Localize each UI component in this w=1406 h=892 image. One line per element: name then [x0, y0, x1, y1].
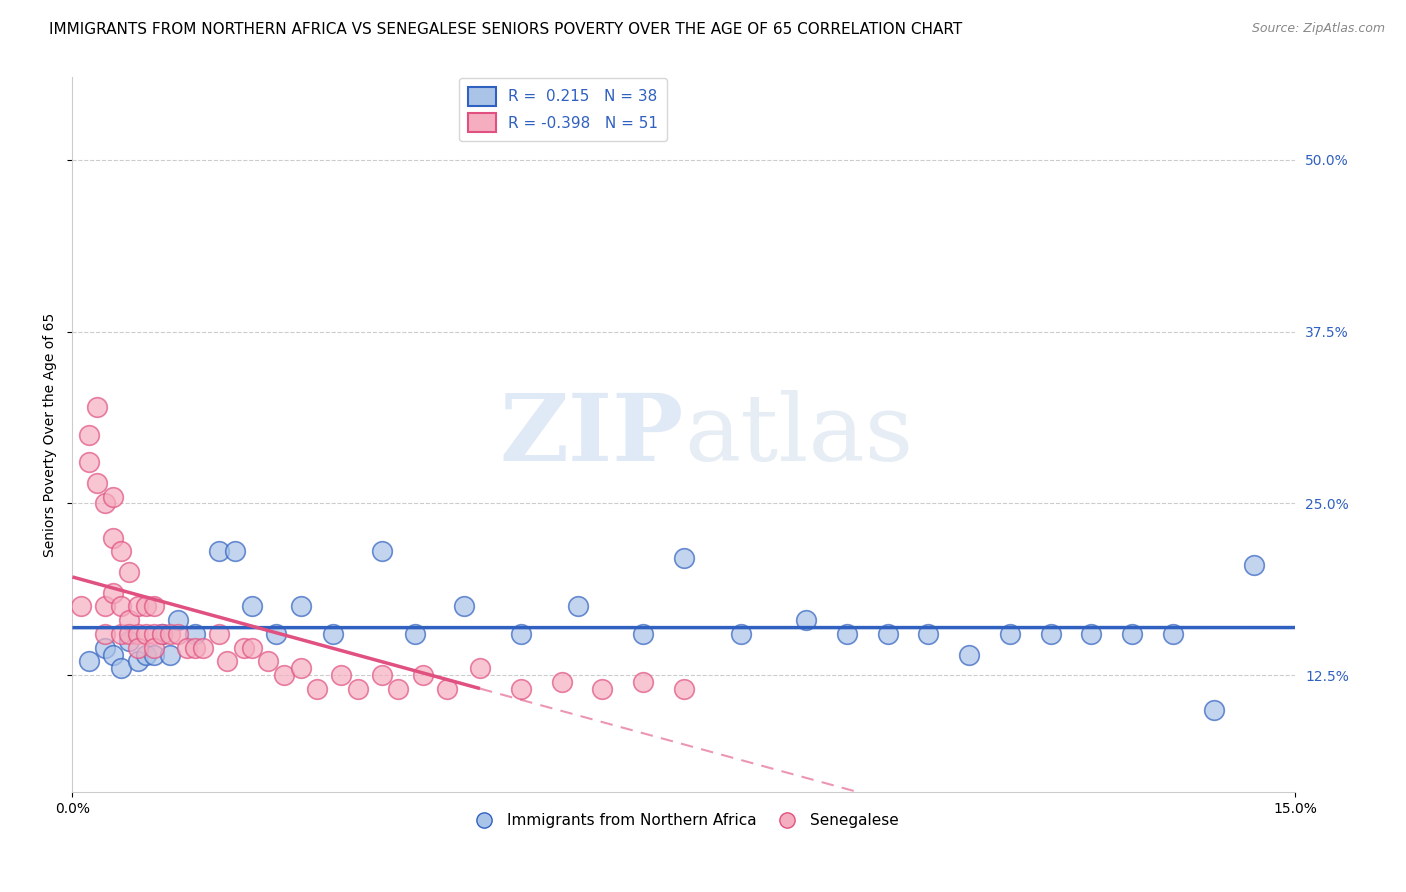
Point — [371, 544, 394, 558]
Point — [110, 661, 132, 675]
Point — [240, 599, 263, 614]
Point — [550, 675, 572, 690]
Point — [101, 648, 124, 662]
Point — [159, 648, 181, 662]
Point — [118, 613, 141, 627]
Point — [468, 661, 491, 675]
Point — [167, 627, 190, 641]
Point — [224, 544, 246, 558]
Point — [191, 640, 214, 655]
Point — [876, 627, 898, 641]
Point — [127, 599, 149, 614]
Point — [101, 585, 124, 599]
Point — [101, 531, 124, 545]
Point — [142, 627, 165, 641]
Point — [1202, 702, 1225, 716]
Point — [135, 627, 157, 641]
Point — [127, 655, 149, 669]
Point — [387, 681, 409, 696]
Point — [453, 599, 475, 614]
Point — [404, 627, 426, 641]
Point — [118, 565, 141, 579]
Point — [69, 599, 91, 614]
Point — [217, 655, 239, 669]
Point — [730, 627, 752, 641]
Text: ZIP: ZIP — [499, 390, 683, 480]
Point — [1039, 627, 1062, 641]
Point — [94, 640, 117, 655]
Point — [77, 455, 100, 469]
Point — [957, 648, 980, 662]
Point — [509, 627, 531, 641]
Point — [264, 627, 287, 641]
Point — [150, 627, 173, 641]
Point — [1243, 558, 1265, 573]
Point — [998, 627, 1021, 641]
Point — [290, 661, 312, 675]
Point — [257, 655, 280, 669]
Point — [94, 599, 117, 614]
Point — [591, 681, 613, 696]
Point — [290, 599, 312, 614]
Point — [232, 640, 254, 655]
Point — [567, 599, 589, 614]
Point — [412, 668, 434, 682]
Point — [631, 627, 654, 641]
Point — [167, 613, 190, 627]
Text: atlas: atlas — [683, 390, 912, 480]
Point — [135, 599, 157, 614]
Point — [436, 681, 458, 696]
Point — [142, 599, 165, 614]
Point — [150, 627, 173, 641]
Point — [86, 401, 108, 415]
Point — [1161, 627, 1184, 641]
Point — [322, 627, 344, 641]
Point — [142, 640, 165, 655]
Point — [86, 475, 108, 490]
Point — [672, 551, 695, 566]
Point — [509, 681, 531, 696]
Point — [135, 648, 157, 662]
Y-axis label: Seniors Poverty Over the Age of 65: Seniors Poverty Over the Age of 65 — [44, 312, 58, 557]
Point — [371, 668, 394, 682]
Point — [127, 640, 149, 655]
Point — [917, 627, 939, 641]
Point — [346, 681, 368, 696]
Point — [1121, 627, 1143, 641]
Point — [794, 613, 817, 627]
Point — [110, 599, 132, 614]
Point — [208, 544, 231, 558]
Point — [159, 627, 181, 641]
Point — [77, 427, 100, 442]
Legend: Immigrants from Northern Africa, Senegalese: Immigrants from Northern Africa, Senegal… — [463, 807, 905, 834]
Point — [110, 627, 132, 641]
Point — [77, 655, 100, 669]
Point — [305, 681, 328, 696]
Point — [94, 496, 117, 510]
Point — [835, 627, 858, 641]
Text: Source: ZipAtlas.com: Source: ZipAtlas.com — [1251, 22, 1385, 36]
Point — [110, 544, 132, 558]
Point — [118, 627, 141, 641]
Point — [330, 668, 353, 682]
Point — [118, 633, 141, 648]
Text: IMMIGRANTS FROM NORTHERN AFRICA VS SENEGALESE SENIORS POVERTY OVER THE AGE OF 65: IMMIGRANTS FROM NORTHERN AFRICA VS SENEG… — [49, 22, 963, 37]
Point — [183, 640, 205, 655]
Point — [631, 675, 654, 690]
Point — [94, 627, 117, 641]
Point — [127, 627, 149, 641]
Point — [672, 681, 695, 696]
Point — [183, 627, 205, 641]
Point — [240, 640, 263, 655]
Point — [142, 648, 165, 662]
Point — [101, 490, 124, 504]
Point — [208, 627, 231, 641]
Point — [176, 640, 198, 655]
Point — [1080, 627, 1102, 641]
Point — [273, 668, 295, 682]
